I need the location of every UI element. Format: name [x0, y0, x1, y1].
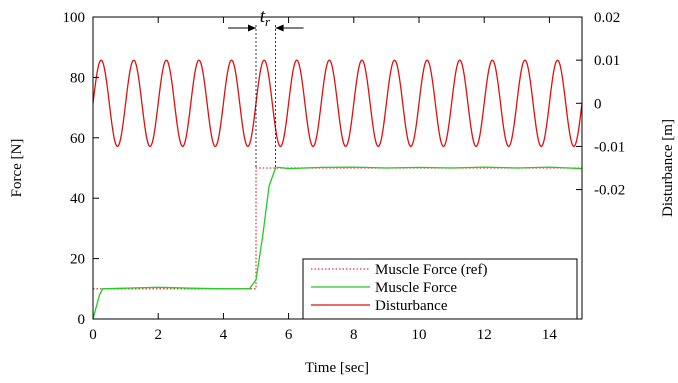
x-tick-label: 0: [89, 327, 97, 343]
legend-label-ref: Muscle Force (ref): [375, 262, 487, 278]
y2-tick-label: -0.01: [594, 139, 625, 155]
series-line-muscle-force-ref: [93, 167, 582, 290]
y-axis-title: Force [N]: [9, 139, 25, 198]
y-tick-label: 0: [78, 312, 86, 328]
x-tick-label: 10: [412, 327, 427, 343]
x-axis-title: Time [sec]: [305, 360, 369, 376]
rise-time-label-base: t: [260, 6, 266, 27]
y-tick-label: 20: [70, 252, 85, 268]
y2-axis-ticks: -0.02 -0.01 0 0.01 0.02: [576, 10, 625, 199]
series-line-muscle-force: [92, 166, 583, 320]
x-tick-label: 8: [350, 327, 358, 343]
right-arrow-head: [275, 24, 284, 32]
rise-time-annotation: tr: [228, 6, 304, 168]
y-axis-ticks: 0 20 40 60 80 100: [63, 10, 99, 328]
plot-area: [92, 59, 583, 320]
y2-axis-title: Disturbance [m]: [660, 119, 676, 217]
legend-box: [302, 258, 578, 320]
y-tick-label: 80: [70, 70, 85, 86]
rise-time-label: tr: [260, 6, 271, 29]
legend-label-force: Muscle Force: [375, 280, 457, 296]
legend: Muscle Force (ref) Muscle Force Disturba…: [302, 258, 578, 320]
y2-tick-label: 0.02: [594, 10, 620, 26]
series-line-disturbance: [92, 59, 583, 148]
x-tick-label: 6: [285, 327, 293, 343]
x-tick-label: 14: [542, 327, 558, 343]
y2-tick-label: 0: [594, 96, 602, 112]
x-tick-label: 4: [220, 327, 228, 343]
y2-tick-label: -0.02: [594, 183, 625, 199]
y-tick-label: 40: [70, 191, 85, 207]
y-tick-label: 100: [63, 10, 86, 26]
y-tick-label: 60: [70, 131, 85, 147]
x-tick-label: 12: [477, 327, 492, 343]
left-arrow-head: [248, 24, 256, 32]
y2-tick-label: 0.01: [594, 53, 620, 69]
x-tick-label: 2: [154, 327, 162, 343]
legend-label-disturbance: Disturbance: [375, 298, 448, 314]
rise-time-label-sub: r: [265, 14, 271, 29]
